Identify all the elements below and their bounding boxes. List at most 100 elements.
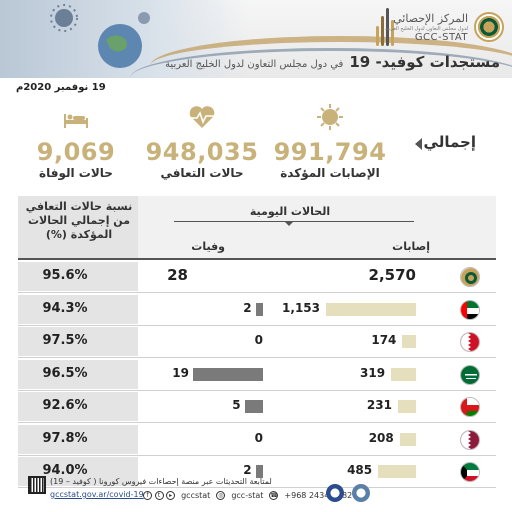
table-row: 96.5% 319 19 [18, 359, 496, 389]
row-separator [18, 292, 496, 293]
table-row: 97.5% 174 0 [18, 327, 496, 356]
org-name-en: GCC-STAT [414, 32, 468, 43]
recovered-value: 948,035 [145, 138, 259, 166]
phone-icon: ☎ [269, 490, 279, 500]
gcc-stat-mark-icon [376, 8, 396, 46]
table-row-total: 95.6% 2,570 28 [18, 262, 496, 291]
virus-globe-image [50, 4, 150, 68]
recovered-label: حالات التعافي [160, 166, 244, 180]
recovery-rate: 94.0% [42, 463, 88, 478]
org-subtitle: لدول مجلس التعاون لدول الخليج العربية [385, 26, 468, 32]
stat-recovered: 948,035 حالات التعافي [140, 102, 264, 190]
cases-value: 231 [366, 398, 392, 412]
row-separator [18, 422, 496, 423]
deaths-value: 0 [254, 333, 263, 347]
cases-value: 1,153 [282, 300, 320, 315]
footer-social: f t ▸ gccstat ◎ gcc-stat ☎ +968 2434 648… [143, 490, 352, 500]
cases-bar [399, 432, 416, 446]
recovery-rate: 95.6% [42, 268, 88, 283]
kuwait-flag-icon [460, 462, 480, 482]
saudi-flag-icon [460, 364, 480, 385]
uae-flag-icon [460, 299, 480, 320]
daily-header-bg [138, 196, 496, 258]
social-handle[interactable]: gccstat [181, 490, 211, 500]
rate-cell [18, 424, 138, 454]
deaths-value: 19 [172, 365, 189, 380]
recovery-rate: 92.6% [42, 398, 88, 413]
table-row: 94.0% 485 2 [18, 457, 496, 486]
gcc-flag-icon [460, 267, 480, 287]
qatar-flag-icon [460, 429, 480, 450]
table-row: 92.6% 231 5 [18, 392, 496, 421]
deaths-label: حالات الوفاة [39, 166, 113, 180]
rate-cell [18, 392, 138, 421]
table-header-separator [18, 258, 496, 260]
social-handle-2[interactable]: gcc-stat [231, 490, 264, 500]
instagram-icon[interactable]: ◎ [216, 490, 226, 500]
deaths-value: 9,069 [36, 138, 116, 166]
social-icons[interactable]: f t ▸ [143, 490, 176, 500]
qr-code-icon[interactable] [28, 476, 46, 494]
rate-cell [18, 327, 138, 356]
deaths-value: 2 [243, 463, 252, 477]
partner-logo-icon [352, 484, 370, 502]
row-separator [18, 454, 496, 456]
table-row: 94.3% 1,153 2 [18, 294, 496, 324]
cases-value: 174 [371, 333, 397, 347]
stat-confirmed: 991,794 الإصابات المؤكدة [268, 102, 392, 190]
cases-value: 208 [368, 430, 394, 445]
cases-column-header: إصابات [392, 240, 430, 253]
page-title: مستجدات كوفيد- 19 [349, 53, 500, 71]
row-separator [18, 357, 496, 358]
row-separator [18, 389, 496, 391]
cases-value: 2,570 [368, 266, 416, 284]
table-row: 97.8% 208 0 [18, 424, 496, 454]
recovery-rate: 97.8% [42, 430, 88, 446]
recovery-rate: 96.5% [42, 365, 88, 381]
bahrain-flag-icon [460, 332, 480, 352]
phone-number: +968 2434 6482 [284, 490, 353, 500]
rate-cell [18, 294, 138, 324]
footer-link[interactable]: gccstat.gov.ar/covid-19 [50, 490, 144, 499]
rate-cell [18, 262, 138, 291]
oman-flag-icon [460, 397, 480, 417]
cases-bar [397, 400, 416, 413]
twitter-icon[interactable]: t [154, 491, 164, 500]
caret-down-icon [284, 221, 294, 226]
report-date: 19 نوفمبر 2020م [16, 82, 106, 93]
totals-label: إجمالي [423, 133, 476, 151]
facebook-icon[interactable]: f [143, 491, 152, 500]
stat-deaths: 9,069 حالات الوفاة [14, 102, 138, 190]
deaths-bar [255, 302, 263, 316]
deaths-bar [255, 465, 263, 478]
page-title-bar: مستجدات كوفيد- 19 في دول مجلس التعاون لد… [165, 53, 500, 73]
confirmed-label: الإصابات المؤكدة [280, 166, 380, 180]
rate-cell [18, 359, 138, 389]
decorative-swoosh [150, 36, 512, 78]
heartbeat-icon [189, 106, 215, 128]
header-divider [174, 221, 414, 222]
cases-bar [378, 465, 416, 478]
deaths-bar [244, 400, 263, 413]
confirmed-value: 991,794 [273, 138, 387, 166]
deaths-value: 2 [243, 300, 252, 315]
recovery-rate-header: نسبة حالات التعافي من إجمالي الحالات الم… [25, 200, 133, 241]
patient-bed-icon [64, 114, 88, 128]
youtube-icon[interactable]: ▸ [166, 491, 176, 500]
deaths-bar [193, 367, 263, 381]
cases-bar [391, 367, 416, 381]
header-banner: المركز الإحصائي لدول مجلس التعاون لدول ا… [0, 0, 512, 78]
virus-icon [317, 104, 343, 130]
row-separator [18, 324, 496, 326]
gcc-seal-icon [474, 12, 504, 42]
row-separator [18, 487, 496, 488]
partner-logo-icon [326, 484, 344, 502]
gcc-stat-logo: المركز الإحصائي لدول مجلس التعاون لدول ا… [364, 8, 504, 48]
daily-cases-header: الحالات اليومية [249, 205, 331, 218]
rate-header-bg [18, 196, 138, 258]
page-subtitle: في دول مجلس التعاون لدول الخليج العربية [165, 59, 344, 70]
deaths-value: 5 [232, 398, 241, 412]
cases-bar [326, 302, 416, 316]
deaths-value: 0 [254, 430, 263, 445]
deaths-column-header: وفيات [191, 240, 225, 253]
